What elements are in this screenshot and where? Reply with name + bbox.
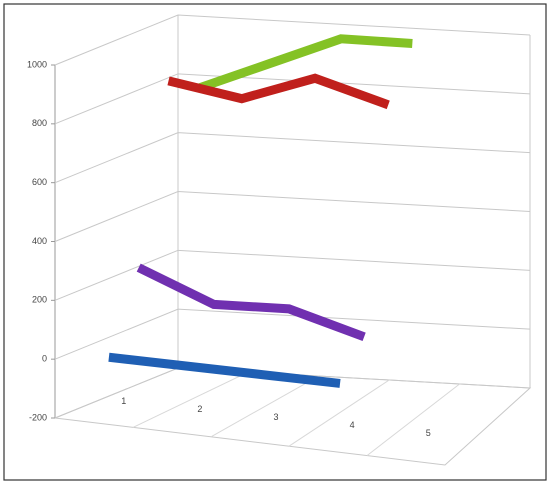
- y-tick-label: 200: [32, 295, 47, 305]
- grid-line: [54, 132, 531, 184]
- floor-divider: [288, 379, 390, 447]
- y-tick-label: 400: [32, 236, 47, 246]
- y-tick-label: 1000: [27, 59, 47, 69]
- x-tick-label: 2: [197, 404, 202, 414]
- grid-line: [54, 308, 531, 360]
- floor-divider: [210, 375, 320, 438]
- y-tick-label: 600: [32, 177, 47, 187]
- grid-line: [54, 14, 531, 66]
- series-ribbon: [108, 352, 341, 388]
- x-tick-label: 4: [350, 420, 355, 430]
- y-tick-label: 800: [32, 118, 47, 128]
- y-tick-label: 0: [42, 354, 47, 364]
- series-ribbon: [196, 34, 413, 93]
- floor-divider: [366, 383, 460, 456]
- series-ribbon: [167, 73, 390, 110]
- series-ribbon: [136, 263, 366, 342]
- x-tick-label: 5: [426, 428, 431, 438]
- x-tick-label: 3: [273, 412, 278, 422]
- x-tick-label: 1: [121, 396, 126, 406]
- grid-line: [54, 249, 531, 301]
- y-tick-label: -200: [29, 412, 47, 422]
- grid-line: [54, 190, 531, 242]
- grid-line: [54, 73, 531, 125]
- frame: [3, 3, 547, 481]
- floor-divider: [132, 371, 249, 428]
